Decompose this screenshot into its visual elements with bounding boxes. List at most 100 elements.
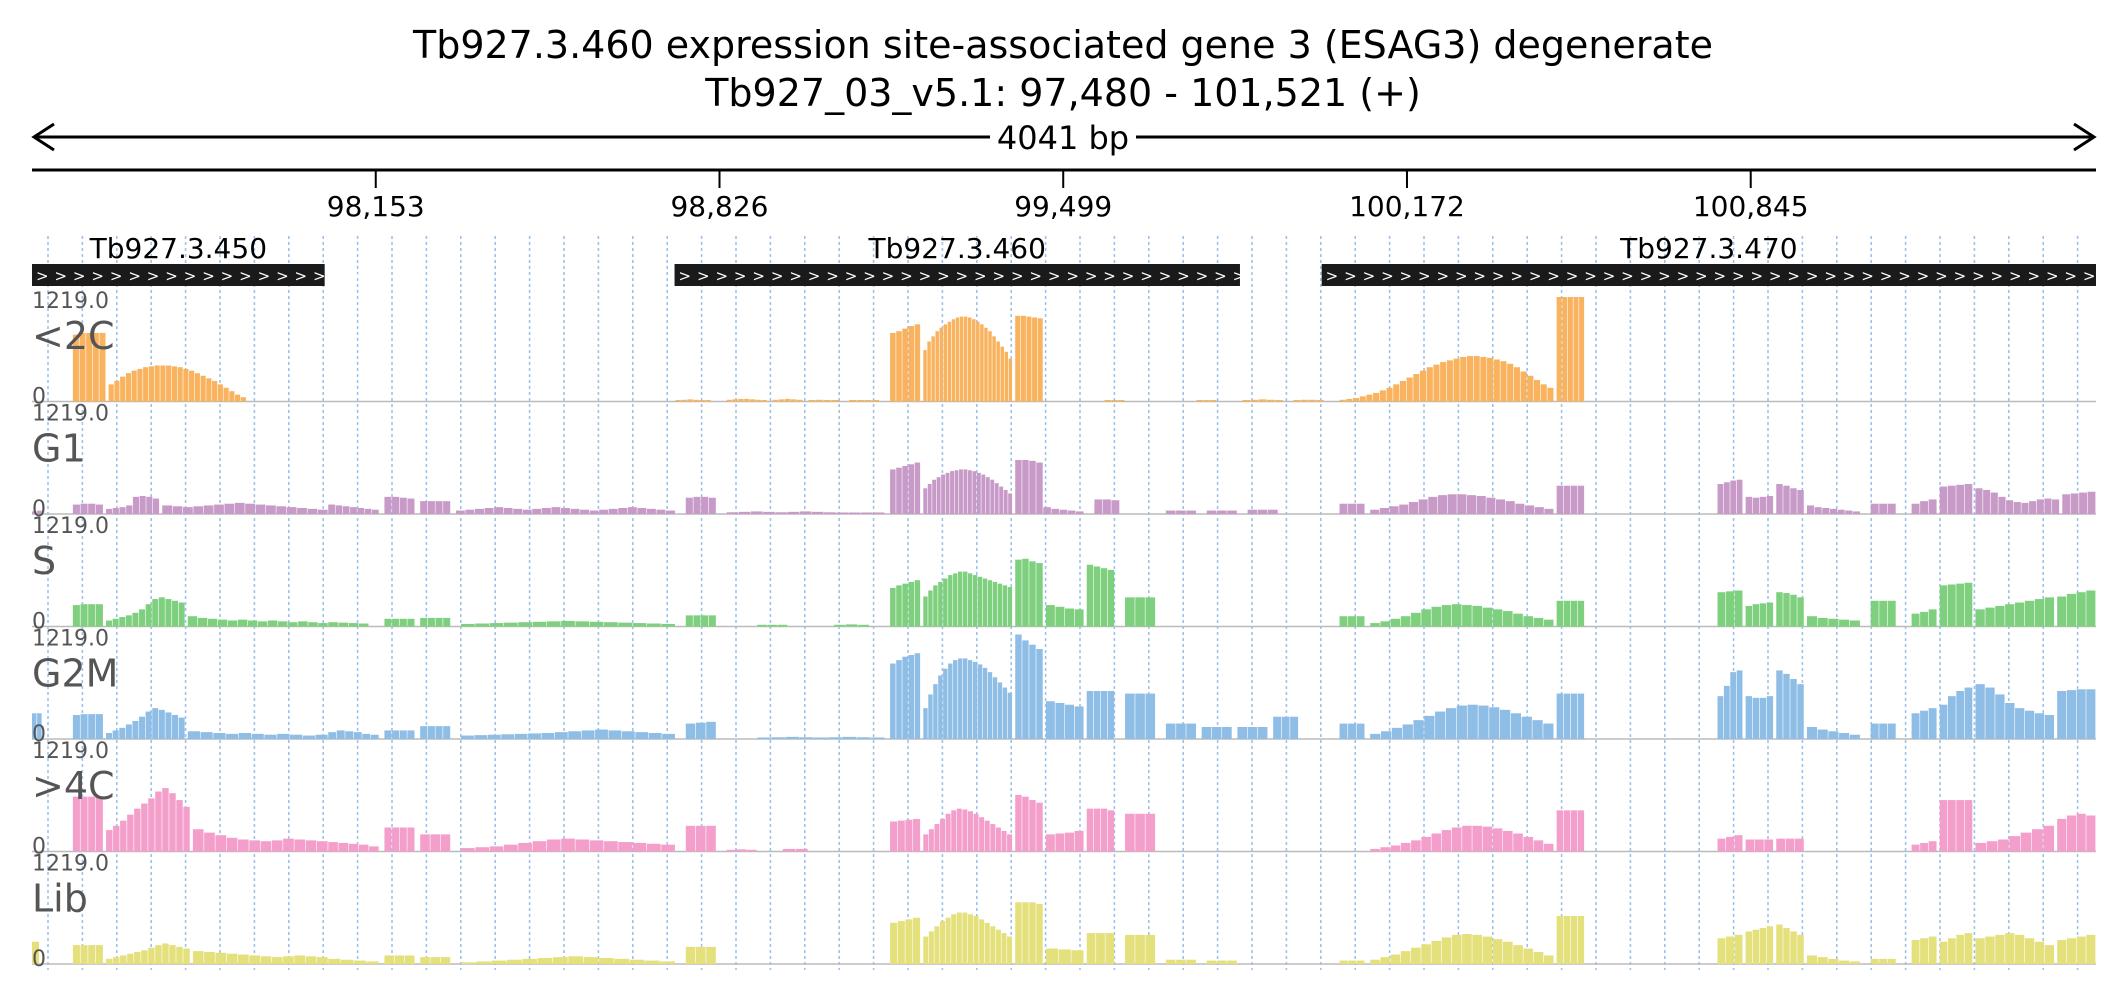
- coverage-bar: [404, 955, 415, 964]
- coverage-bar: [328, 732, 337, 739]
- coverage-bar: [1145, 597, 1156, 627]
- coverage-bar: [1515, 503, 1525, 514]
- coverage-bar: [217, 384, 223, 402]
- coverage-bar: [1532, 720, 1543, 739]
- coverage-bar: [1399, 380, 1406, 402]
- coverage-bar: [1839, 960, 1850, 964]
- coverage-bar: [1887, 958, 1896, 964]
- coverage-bar: [1043, 507, 1051, 514]
- coverage-bar: [489, 846, 504, 852]
- coverage-bar: [1496, 499, 1506, 514]
- coverage-bar: [1466, 495, 1477, 514]
- coverage-bar: [475, 508, 484, 514]
- coverage-bar: [656, 509, 666, 514]
- coverage-bar: [1104, 400, 1111, 402]
- coverage-bar: [1822, 507, 1830, 514]
- coverage-bar: [1939, 704, 1948, 739]
- coverage-bar: [1513, 833, 1523, 852]
- coverage-bar: [646, 508, 656, 514]
- coverage-bar: [127, 953, 134, 964]
- coverage-bar: [443, 501, 451, 514]
- track-3: 1219.0 0 G2M: [32, 627, 2096, 747]
- coverage-bar: [828, 737, 842, 739]
- coverage-bar: [2005, 933, 2015, 964]
- track-name: S: [32, 539, 56, 583]
- coverage-bar: [1373, 392, 1380, 402]
- coverage-bar: [1196, 400, 1203, 402]
- coverage-bar: [1928, 708, 1937, 739]
- coverage-bar: [1058, 949, 1071, 964]
- coverage-bar: [2076, 936, 2086, 964]
- coverage-bar: [1421, 609, 1431, 627]
- coverage-bar: [627, 507, 637, 514]
- coverage-bar: [316, 841, 328, 852]
- coverage-bar: [187, 616, 198, 627]
- coverage-bar: [106, 620, 113, 627]
- coverage-bar: [399, 827, 407, 852]
- coverage-bar: [1717, 483, 1724, 514]
- coverage-bar: [92, 332, 99, 402]
- coverage-bar: [1543, 619, 1554, 627]
- coverage-bar: [551, 507, 561, 514]
- coverage-bar: [637, 507, 647, 514]
- coverage-bar: [80, 503, 88, 514]
- coverage-bar: [778, 399, 785, 402]
- coverage-bar: [1523, 616, 1534, 627]
- coverage-bar: [427, 617, 435, 627]
- coverage-bar: [1059, 509, 1068, 514]
- coverage-bar: [1948, 800, 1956, 852]
- coverage-bar: [141, 803, 148, 852]
- coverage-bar: [701, 615, 709, 627]
- coverage-bar: [1790, 678, 1797, 739]
- coverage-bar: [963, 469, 968, 514]
- coverage-bar: [1290, 716, 1299, 739]
- coverage-bar: [629, 959, 645, 964]
- coverage-bar: [1100, 808, 1108, 852]
- coverage-bar: [217, 619, 228, 627]
- coverage-bar: [1507, 363, 1514, 402]
- coverage-bar: [1776, 838, 1786, 852]
- coverage-bar: [2076, 689, 2086, 739]
- coverage-bar: [32, 511, 37, 514]
- coverage-bar: [2015, 602, 2025, 627]
- coverage-bar: [341, 959, 354, 964]
- coverage-bar: [189, 370, 195, 402]
- coverage-bar: [923, 596, 928, 627]
- coverage-bar: [872, 512, 885, 514]
- coverage-bar: [1533, 951, 1544, 964]
- coverage-bar: [1985, 607, 1995, 627]
- coverage-bar: [2013, 501, 2021, 514]
- coverage-bar: [761, 400, 767, 402]
- coverage-bar: [226, 733, 239, 739]
- coverage-bar: [1759, 697, 1767, 739]
- coverage-bar: [1472, 825, 1482, 852]
- coverage-bar: [923, 936, 929, 964]
- coverage-bar: [1745, 496, 1753, 514]
- coverage-bar: [575, 621, 590, 627]
- coverage-bar: [1577, 600, 1585, 627]
- coverage-bar: [1022, 796, 1029, 852]
- coverage-bar: [1503, 611, 1513, 627]
- coverage-bar: [420, 726, 428, 739]
- coverage-bar: [119, 727, 126, 739]
- coverage-bar: [1766, 696, 1774, 739]
- coverage-bar: [984, 922, 990, 964]
- coverage-bar: [443, 617, 451, 627]
- coverage-bar: [237, 619, 248, 627]
- coverage-bar: [440, 834, 451, 852]
- coverage-bar: [1948, 584, 1956, 627]
- coverage-bar: [1186, 959, 1196, 964]
- coverage-bar: [165, 712, 172, 739]
- coverage-bar: [145, 604, 152, 627]
- grid-lines: [47, 236, 2079, 970]
- coverage-bar: [1503, 830, 1513, 852]
- coverage-bar: [1206, 510, 1217, 514]
- coverage-bar: [1486, 497, 1496, 514]
- coverage-bar: [1022, 558, 1029, 627]
- coverage-bar: [1730, 480, 1737, 514]
- coverage-bar: [554, 732, 568, 739]
- gene-body: [1321, 264, 2096, 286]
- coverage-bar: [1356, 616, 1365, 627]
- coverage-bar: [1036, 563, 1043, 627]
- coverage-bar: [1036, 802, 1043, 852]
